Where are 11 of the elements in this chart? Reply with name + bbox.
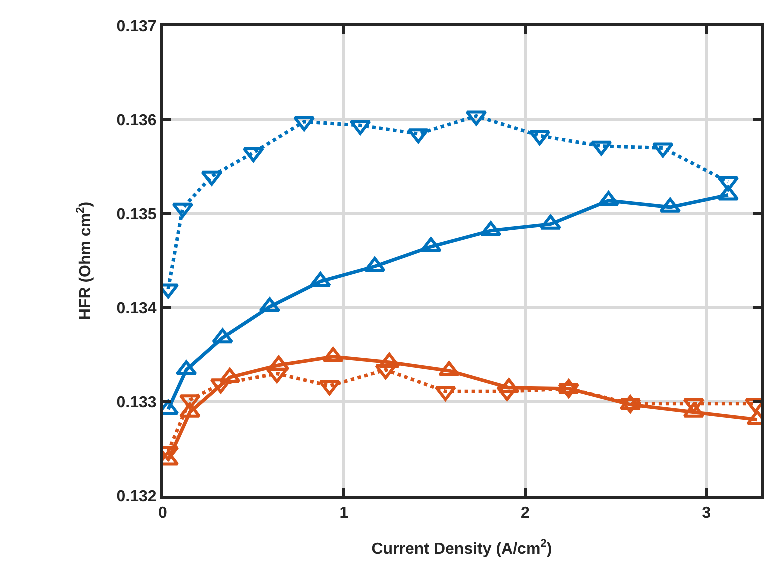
y-tick-label: 0.134	[116, 300, 157, 318]
x-tick-label: 2	[520, 505, 530, 522]
y-tick-label: 0.135	[116, 206, 157, 224]
y-tick-label: 0.132	[116, 488, 157, 506]
y-tick-label: 0.136	[116, 112, 157, 130]
y-tick-label: 0.133	[116, 394, 157, 412]
y-tick-label: 0.137	[116, 18, 157, 36]
x-tick-label: 3	[702, 505, 712, 522]
x-tick-label: 0	[158, 505, 168, 522]
x-axis-title: Current Density (A/cm$^{2}$)	[372, 538, 552, 558]
x-tick-label: 1	[340, 505, 349, 522]
